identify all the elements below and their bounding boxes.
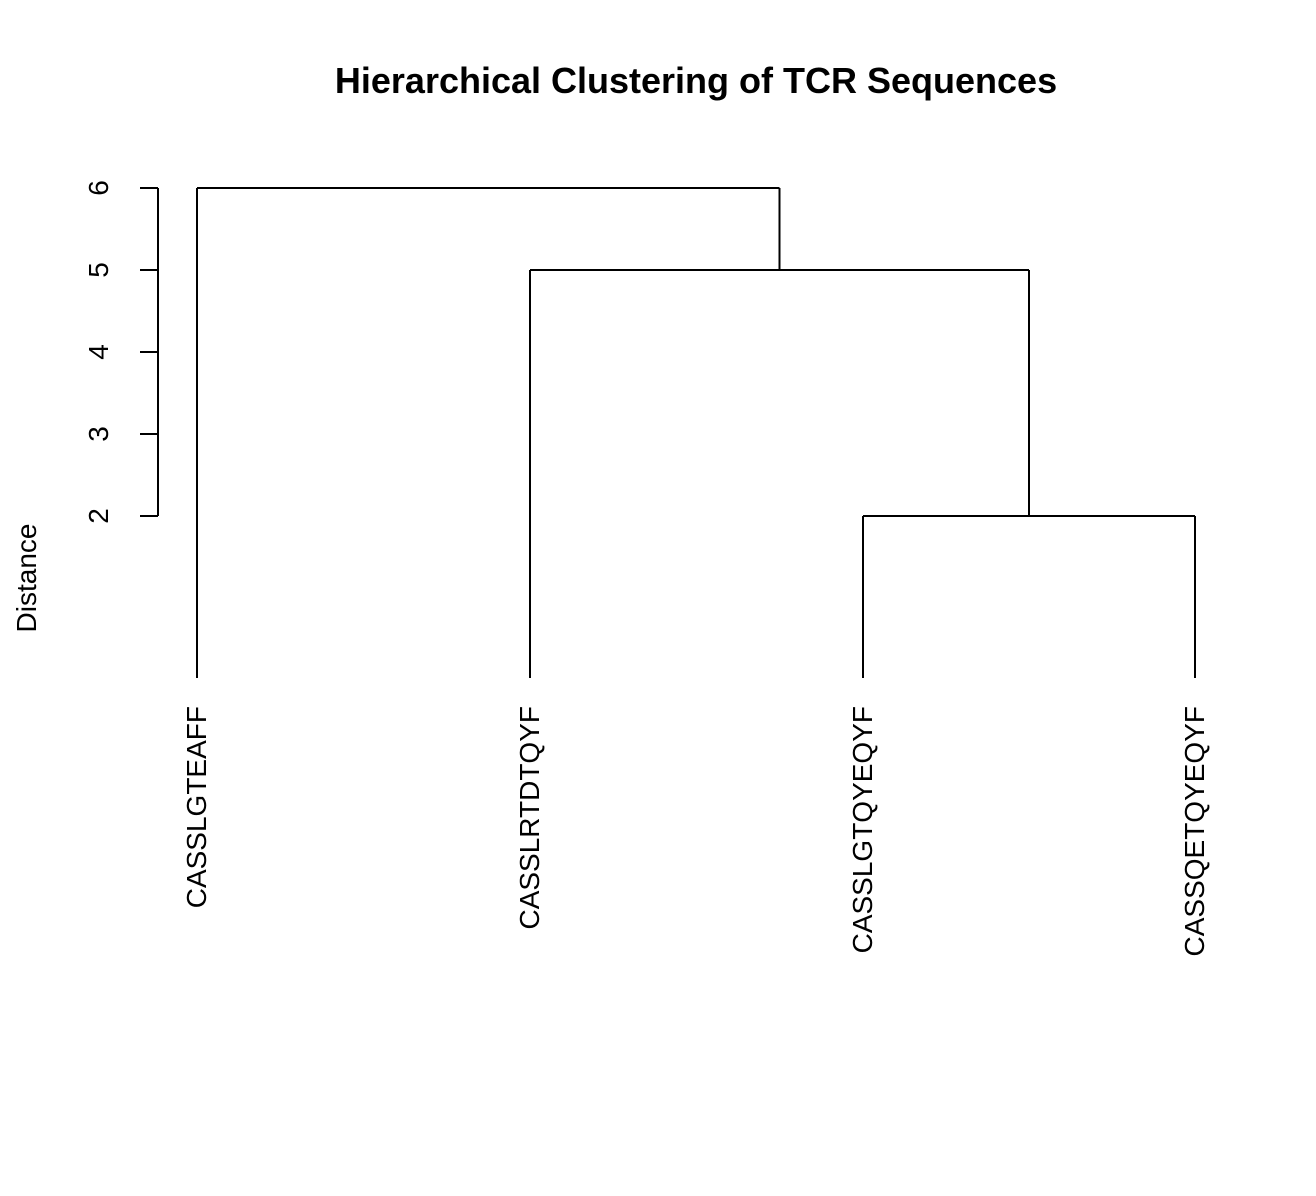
y-axis: 2 3 4 5 6	[83, 180, 159, 524]
y-tick-label-4: 4	[83, 344, 114, 360]
leaf-label-3: CASSLGTQYEQYF	[847, 706, 878, 953]
leaf-labels: CASSLGTEAFF CASSLRTDTQYF CASSLGTQYEQYF CASS…	[181, 706, 1210, 957]
chart-title: Hierarchical Clustering of TCR Sequences	[335, 60, 1057, 101]
y-tick-label-3: 3	[83, 426, 114, 442]
y-tick-label-5: 5	[83, 262, 114, 278]
y-tick-label-2: 2	[83, 508, 114, 524]
dendrogram-links	[196, 187, 1196, 678]
leaf-label-2: CASSLRTDTQYF	[514, 706, 545, 930]
y-axis-title: Distance	[11, 524, 42, 633]
y-tick-label-6: 6	[83, 180, 114, 196]
leaf-label-1: CASSLGTEAFF	[181, 706, 212, 908]
leaf-label-4: CASSQETQYEQYF	[1179, 706, 1210, 957]
